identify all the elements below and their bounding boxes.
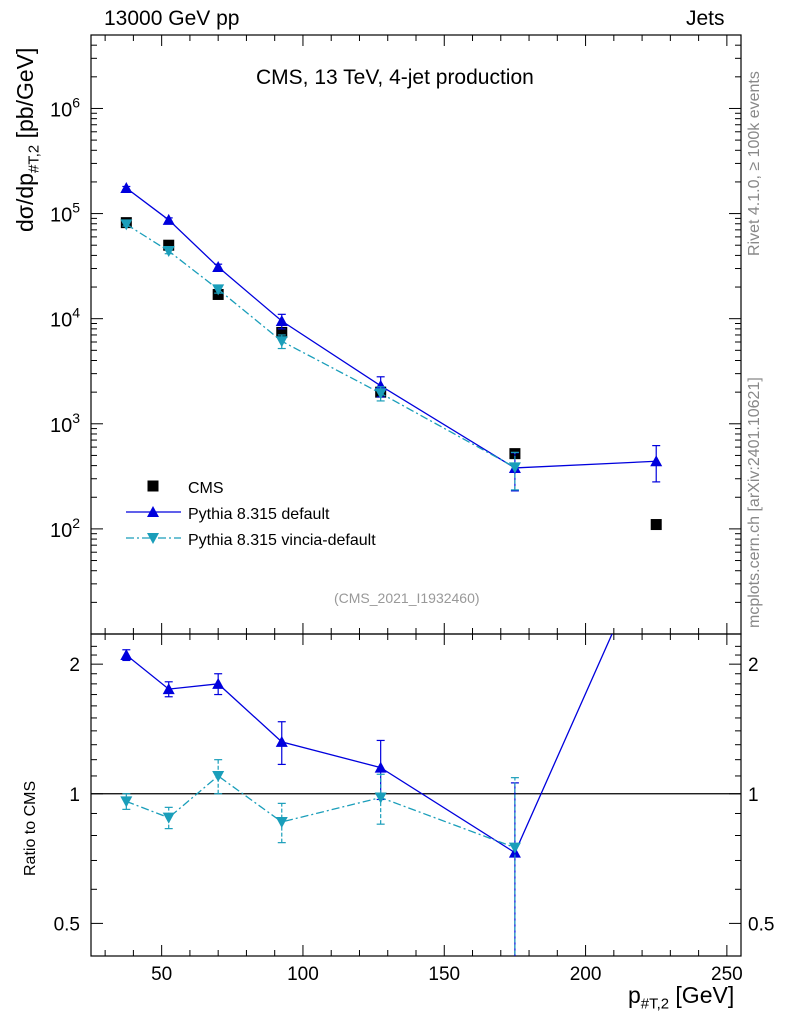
legend: CMS Pythia 8.315 default Pythia 8.315 vinc… [126, 480, 376, 549]
legend-label: Pythia 8.315 vincia-default [188, 532, 376, 549]
category-label: Jets [686, 7, 725, 30]
main-series-line [125, 223, 516, 468]
y-tick-label: 104 [50, 305, 80, 332]
data-point [508, 842, 521, 854]
x-axis-label-unit: [GeV] [669, 982, 735, 1008]
x-tick-label: 50 [151, 964, 172, 985]
y-tick-label: 103 [50, 410, 80, 437]
rivet-version-label: Rivet 4.1.0, ≥ 100k events [746, 71, 763, 256]
x-axis-label: p#T,2 [GeV] [628, 982, 734, 1013]
data-point [162, 213, 175, 225]
ratio-plot-frame [90, 633, 742, 957]
main-series [120, 219, 521, 491]
legend-item: Pythia 8.315 vincia-default [126, 532, 376, 549]
x-tick-label: 250 [711, 964, 743, 985]
legend-label: Pythia 8.315 default [188, 506, 330, 523]
y-tick-label: 105 [50, 200, 80, 227]
y-tick-label: 102 [50, 515, 80, 542]
data-point [275, 315, 288, 327]
data-point [162, 683, 175, 695]
ratio-y-tick-label-left: 2 [69, 655, 80, 676]
x-tick-label: 200 [570, 964, 602, 985]
legend-item: CMS [147, 480, 224, 497]
data-point [276, 326, 288, 338]
data-point [374, 761, 387, 773]
data-point [162, 246, 175, 258]
data-point [147, 533, 159, 544]
data-point [650, 455, 663, 467]
data-point [120, 219, 133, 231]
legend-item: Pythia 8.315 default [126, 506, 330, 523]
ratio-y-tick-label-right: 2 [748, 655, 759, 676]
x-tick-label: 150 [428, 964, 460, 985]
y-axis-label: dσ/dp#T,2 [pb/GeV] [12, 48, 43, 232]
data-point [162, 812, 175, 824]
ratio-series-line [125, 634, 613, 854]
data-point [120, 182, 133, 194]
data-point [212, 770, 225, 782]
legend-label: CMS [188, 480, 224, 497]
chart-title: CMS, 13 TeV, 4-jet production [256, 66, 534, 89]
data-point [374, 379, 387, 391]
ratio-y-tick-label-left: 1 [69, 785, 80, 806]
x-tick-label: 100 [287, 964, 319, 985]
main-series-line [125, 187, 657, 469]
data-point [120, 649, 133, 661]
data-point [275, 735, 288, 747]
data-point [147, 506, 159, 517]
data-point [212, 284, 225, 296]
data-point [275, 336, 288, 348]
data-point [374, 792, 387, 804]
data-point [163, 239, 175, 251]
data-point [650, 519, 662, 531]
y-tick-label: 106 [50, 94, 80, 121]
ratio-y-axis-label: Ratio to CMS [22, 780, 39, 876]
mcplots-label: mcplots.cern.ch [arXiv:2401.10621] [746, 377, 763, 628]
y-axis-label-sub: #T,2 [25, 144, 43, 174]
x-axis-label-sub: #T,2 [640, 995, 670, 1013]
analysis-id: (CMS_2021_I1932460) [334, 590, 480, 606]
ratio-y-tick-label-left: 0.5 [54, 914, 80, 935]
data-point [212, 677, 225, 689]
data-point [120, 796, 133, 808]
data-point [147, 480, 159, 492]
data-point [275, 816, 288, 828]
y-axis-label-unit: [pb/GeV] [12, 47, 38, 145]
ratio-series-line [126, 775, 516, 849]
y-axis-label-main: dσ/dp [12, 173, 38, 232]
data-point [508, 462, 521, 474]
ratio-series [120, 759, 521, 956]
x-axis-label-main: p [628, 982, 641, 1008]
collision-label: 13000 GeV pp [104, 7, 240, 30]
data-point [212, 261, 225, 273]
main-series [120, 182, 663, 492]
ratio-y-tick-label-right: 1 [748, 785, 759, 806]
ratio-y-tick-label-right: 0.5 [748, 914, 774, 935]
data-point [374, 388, 387, 400]
